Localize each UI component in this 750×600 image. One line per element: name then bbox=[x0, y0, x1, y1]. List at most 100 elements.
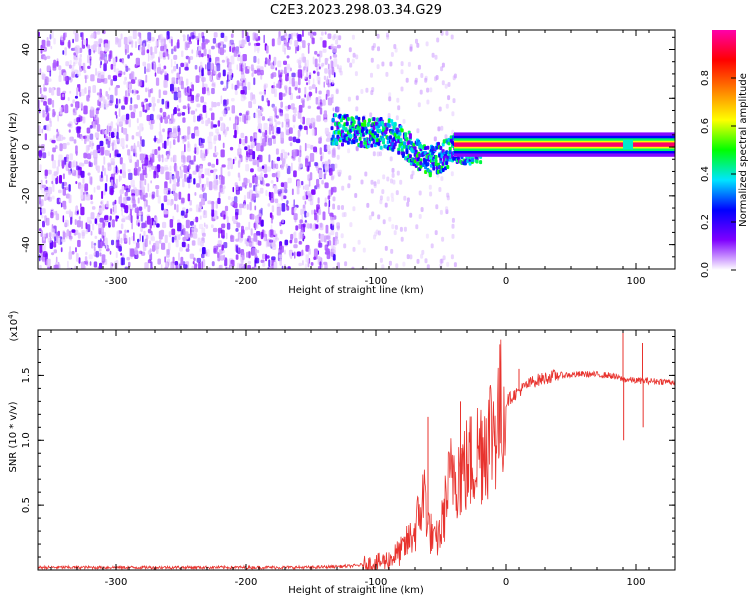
heat-cell bbox=[78, 126, 82, 130]
heat-cell bbox=[221, 164, 226, 168]
heat-cell bbox=[322, 99, 326, 106]
heat-cell bbox=[255, 42, 261, 46]
heat-cell bbox=[93, 156, 98, 166]
heat-cell bbox=[279, 112, 284, 117]
heat-cell bbox=[131, 135, 135, 140]
heat-cell bbox=[76, 220, 82, 228]
heat-cell bbox=[75, 253, 79, 262]
heat-cell bbox=[388, 96, 392, 102]
heat-cell bbox=[274, 185, 278, 194]
heat-cell bbox=[342, 138, 346, 143]
heat-cell bbox=[194, 64, 198, 70]
heat-cell bbox=[298, 87, 301, 94]
heat-cell bbox=[60, 202, 63, 208]
heat-cell bbox=[221, 229, 225, 239]
heat-cell bbox=[242, 54, 247, 62]
heat-cell bbox=[133, 167, 138, 176]
heat-cell bbox=[218, 249, 223, 255]
heat-cell bbox=[247, 260, 252, 265]
heat-cell bbox=[313, 146, 317, 153]
heat-cell bbox=[428, 184, 432, 190]
heat-cell bbox=[107, 162, 111, 166]
heat-cell bbox=[295, 138, 301, 144]
heat-cell bbox=[300, 98, 305, 104]
heat-cell bbox=[137, 222, 140, 227]
heat-cell bbox=[352, 52, 356, 58]
heat-cell bbox=[294, 86, 298, 91]
heat-cell bbox=[291, 72, 296, 78]
heat-cell bbox=[349, 124, 353, 129]
heat-cell bbox=[93, 245, 96, 252]
heat-cell bbox=[213, 66, 217, 75]
heat-cell bbox=[323, 75, 326, 81]
heat-cell bbox=[168, 120, 172, 125]
heat-cell bbox=[120, 252, 123, 256]
heat-cell bbox=[137, 197, 140, 204]
heat-cell bbox=[397, 150, 401, 155]
heat-cell bbox=[366, 122, 370, 127]
heat-cell bbox=[168, 231, 172, 238]
heat-cell bbox=[219, 47, 224, 56]
heat-cell bbox=[434, 54, 438, 60]
heat-cell bbox=[316, 75, 319, 82]
heat-cell bbox=[282, 35, 286, 40]
heat-cell bbox=[417, 64, 421, 70]
heat-cell bbox=[320, 155, 323, 162]
heat-cell bbox=[202, 210, 208, 219]
heat-cell bbox=[431, 145, 435, 150]
heat-cell bbox=[312, 31, 317, 36]
heat-cell bbox=[452, 98, 456, 104]
heat-cell bbox=[292, 32, 297, 37]
heat-cell bbox=[160, 166, 164, 175]
heat-cell bbox=[121, 105, 126, 110]
heat-cell bbox=[263, 34, 265, 44]
heat-cell bbox=[170, 264, 173, 269]
heat-cell bbox=[304, 184, 310, 191]
heat-cell bbox=[314, 50, 318, 55]
heat-cell bbox=[326, 76, 329, 85]
heat-cell bbox=[185, 219, 190, 229]
heat-cell bbox=[109, 250, 112, 255]
heat-cell bbox=[371, 129, 375, 134]
heat-cell bbox=[125, 90, 128, 98]
heat-cell bbox=[359, 143, 363, 148]
heat-cell bbox=[68, 170, 72, 176]
heat-cell bbox=[373, 183, 377, 189]
heat-cell bbox=[159, 134, 163, 143]
heat-cell bbox=[51, 195, 55, 200]
heat-cell bbox=[128, 155, 132, 161]
heat-cell bbox=[432, 166, 436, 171]
heat-cell bbox=[280, 192, 284, 201]
heat-cell bbox=[354, 193, 358, 198]
heat-cell bbox=[130, 215, 133, 223]
heat-cell bbox=[180, 210, 185, 216]
heat-cell bbox=[43, 101, 47, 106]
heat-cell bbox=[101, 235, 104, 239]
heat-cell bbox=[210, 201, 215, 205]
heat-cell bbox=[159, 122, 161, 131]
heat-cell bbox=[448, 150, 452, 155]
heat-cell bbox=[182, 117, 186, 123]
heat-cell bbox=[300, 208, 303, 216]
heat-cell bbox=[266, 166, 271, 172]
heat-cell bbox=[296, 59, 300, 64]
heat-cell bbox=[312, 56, 315, 65]
heat-cell bbox=[270, 73, 274, 79]
heat-cell bbox=[244, 146, 248, 151]
heat-cell bbox=[269, 212, 273, 218]
heat-cell bbox=[324, 57, 328, 65]
heat-cell bbox=[395, 263, 399, 269]
heat-cell bbox=[307, 45, 310, 54]
heat-cell bbox=[171, 228, 176, 236]
heat-cell bbox=[139, 180, 142, 189]
heat-cell bbox=[131, 89, 134, 94]
heat-cell bbox=[128, 261, 131, 268]
heat-cell bbox=[65, 61, 70, 67]
heat-cell bbox=[307, 223, 310, 229]
heat-cell bbox=[112, 57, 117, 67]
heat-cell bbox=[163, 80, 168, 88]
heat-cell bbox=[475, 159, 479, 164]
heat-cell bbox=[121, 210, 123, 216]
heat-cell bbox=[57, 230, 60, 236]
heat-cell bbox=[149, 248, 152, 253]
